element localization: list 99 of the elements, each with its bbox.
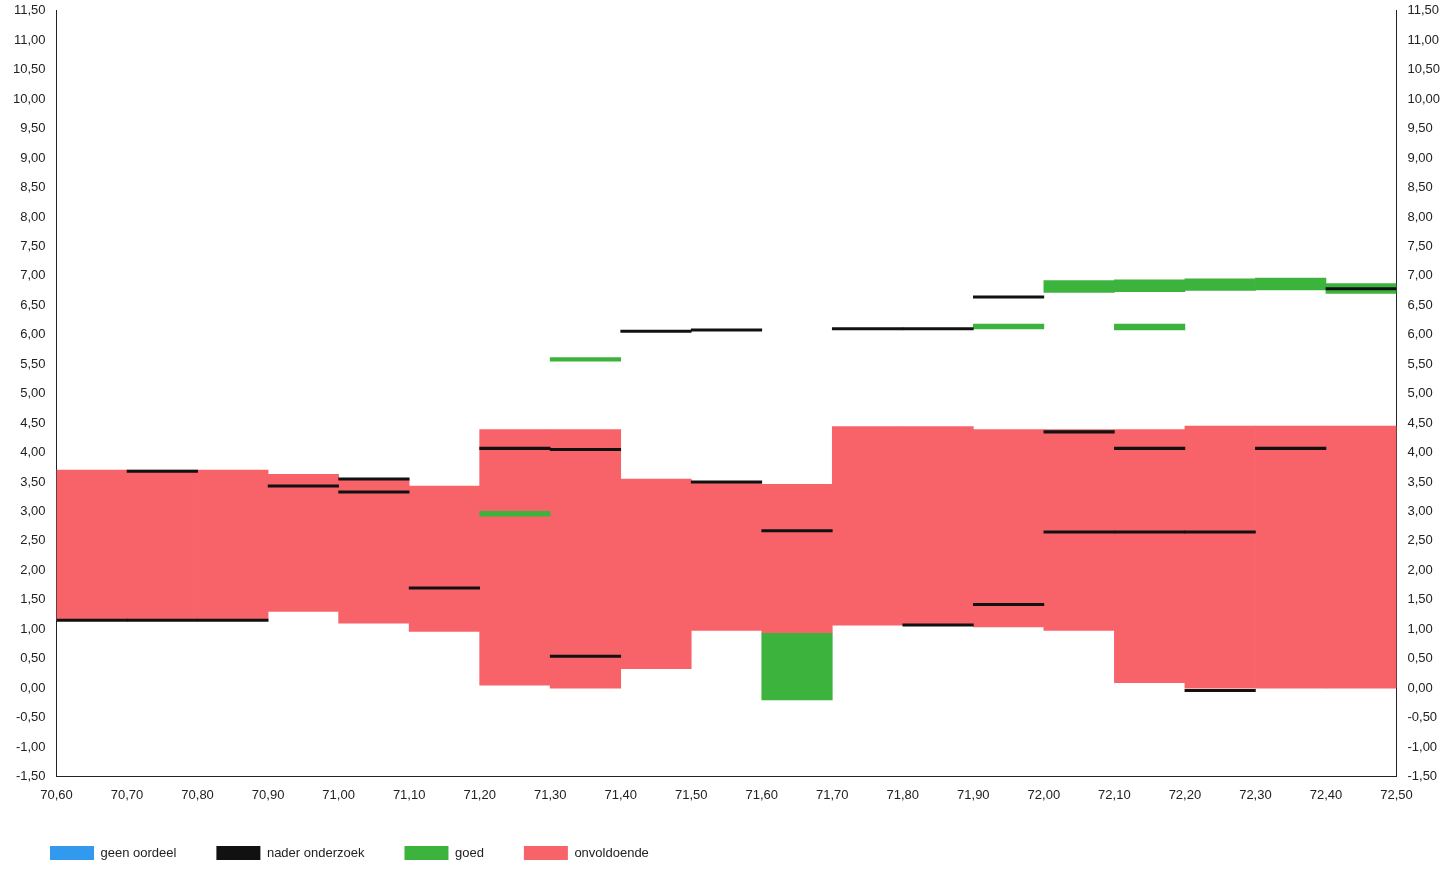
y-tick-label: 9,00 [20,149,46,165]
bar [761,529,833,533]
y2-tick-label: 9,50 [1407,120,1433,136]
bar [973,602,1045,606]
legend-label: nader onderzoek [266,844,365,860]
y-tick-label: 5,50 [20,355,46,371]
y-tick-label: 5,00 [20,385,46,401]
bar [1043,430,1115,434]
y2-tick-label: 7,50 [1407,237,1433,253]
x-tick-label: 70,60 [40,786,73,802]
legend-label: onvoldoende [574,844,649,860]
bar [1184,688,1256,692]
bar [549,357,622,362]
x-tick-label: 71,40 [604,786,637,802]
bar [902,623,974,627]
y2-tick-label: 3,00 [1407,502,1433,518]
x-tick-label: 72,20 [1168,786,1202,802]
y2-tick-label: 6,50 [1407,296,1433,312]
bar [338,490,410,494]
y2-tick-label: -1,50 [1407,767,1438,783]
y2-tick-label: 1,50 [1407,591,1433,607]
y-tick-label: -1,00 [15,738,46,754]
y-tick-label: 7,50 [20,237,46,253]
x-tick-label: 72,10 [1098,786,1131,802]
y2-tick-label: 8,50 [1407,179,1433,195]
y2-tick-label: 5,00 [1407,385,1433,401]
y2-tick-label: 11,00 [1407,31,1440,47]
bar [1114,323,1186,331]
x-tick-label: 71,20 [463,786,496,802]
y2-tick-label: 0,00 [1407,679,1433,695]
y-tick-label: 1,00 [20,620,46,636]
y2-tick-label: 3,50 [1407,473,1433,489]
y-tick-label: 3,00 [20,502,46,518]
y-tick-label: 11,00 [13,31,46,47]
x-tick-label: 71,60 [745,786,779,802]
x-tick-label: 71,30 [533,786,567,802]
y-tick-label: 9,50 [20,120,46,136]
x-tick-label: 71,10 [392,786,426,802]
y-tick-label: 10,50 [12,61,46,77]
y2-tick-label: 0,50 [1407,650,1433,666]
y-tick-label: -1,50 [15,767,46,783]
x-tick-label: 71,00 [322,786,355,802]
y-tick-label: 2,00 [20,561,46,577]
bar [1114,446,1186,450]
y2-tick-label: -1,00 [1407,738,1438,754]
y-tick-label: 0,00 [20,679,46,695]
y2-tick-label: 10,50 [1407,61,1441,77]
bar [126,469,198,473]
y2-tick-label: 1,00 [1407,620,1433,636]
bar [338,477,410,481]
bar [761,632,833,701]
y-tick-label: 6,50 [20,296,46,312]
y-tick-label: 3,50 [20,473,46,489]
y-tick-label: -0,50 [15,709,46,725]
y-tick-label: 6,00 [20,326,46,342]
y-tick-label: 8,00 [20,208,46,224]
x-tick-label: 70,90 [251,786,285,802]
bar [1255,446,1327,450]
y2-tick-label: 5,50 [1407,355,1433,371]
y2-tick-label: 4,50 [1407,414,1433,430]
x-tick-label: 72,40 [1309,786,1343,802]
x-tick-label: 72,50 [1380,786,1413,802]
y2-tick-label: 9,00 [1407,149,1433,165]
x-tick-label: 71,50 [674,786,708,802]
y2-tick-label: 6,00 [1407,326,1433,342]
bar [549,654,622,658]
legend-label: geen oordeel [100,844,177,860]
x-tick-label: 70,70 [110,786,144,802]
bar [408,586,480,590]
x-tick-label: 71,80 [886,786,920,802]
y-tick-label: 4,50 [20,414,46,430]
bar [973,295,1045,299]
bar [479,511,551,517]
y-tick-label: 11,50 [13,2,46,18]
y-tick-label: 10,00 [12,90,46,106]
x-tick-label: 70,80 [181,786,214,802]
legend-label: goed [454,844,484,860]
y2-tick-label: 2,50 [1407,532,1433,548]
x-tick-label: 71,70 [816,786,849,802]
bar [1325,287,1397,291]
y2-tick-label: 8,00 [1407,208,1433,224]
y-tick-label: 8,50 [20,179,46,195]
y2-tick-label: 11,50 [1407,2,1440,18]
y-tick-label: 4,00 [20,444,46,460]
x-tick-label: 72,00 [1027,786,1061,802]
y2-tick-label: 10,00 [1407,90,1441,106]
y2-tick-label: 7,00 [1407,267,1433,283]
y2-tick-label: -0,50 [1407,709,1438,725]
y-tick-label: 7,00 [20,267,46,283]
y-tick-label: 0,50 [20,650,46,666]
y2-tick-label: 2,00 [1407,561,1433,577]
bar [973,323,1045,330]
y-tick-label: 1,50 [20,591,46,607]
x-tick-label: 71,90 [957,786,990,802]
y-tick-label: 2,50 [20,532,46,548]
y2-tick-label: 4,00 [1407,444,1433,460]
bar [690,480,763,484]
bar [267,484,339,488]
x-tick-label: 72,30 [1239,786,1272,802]
